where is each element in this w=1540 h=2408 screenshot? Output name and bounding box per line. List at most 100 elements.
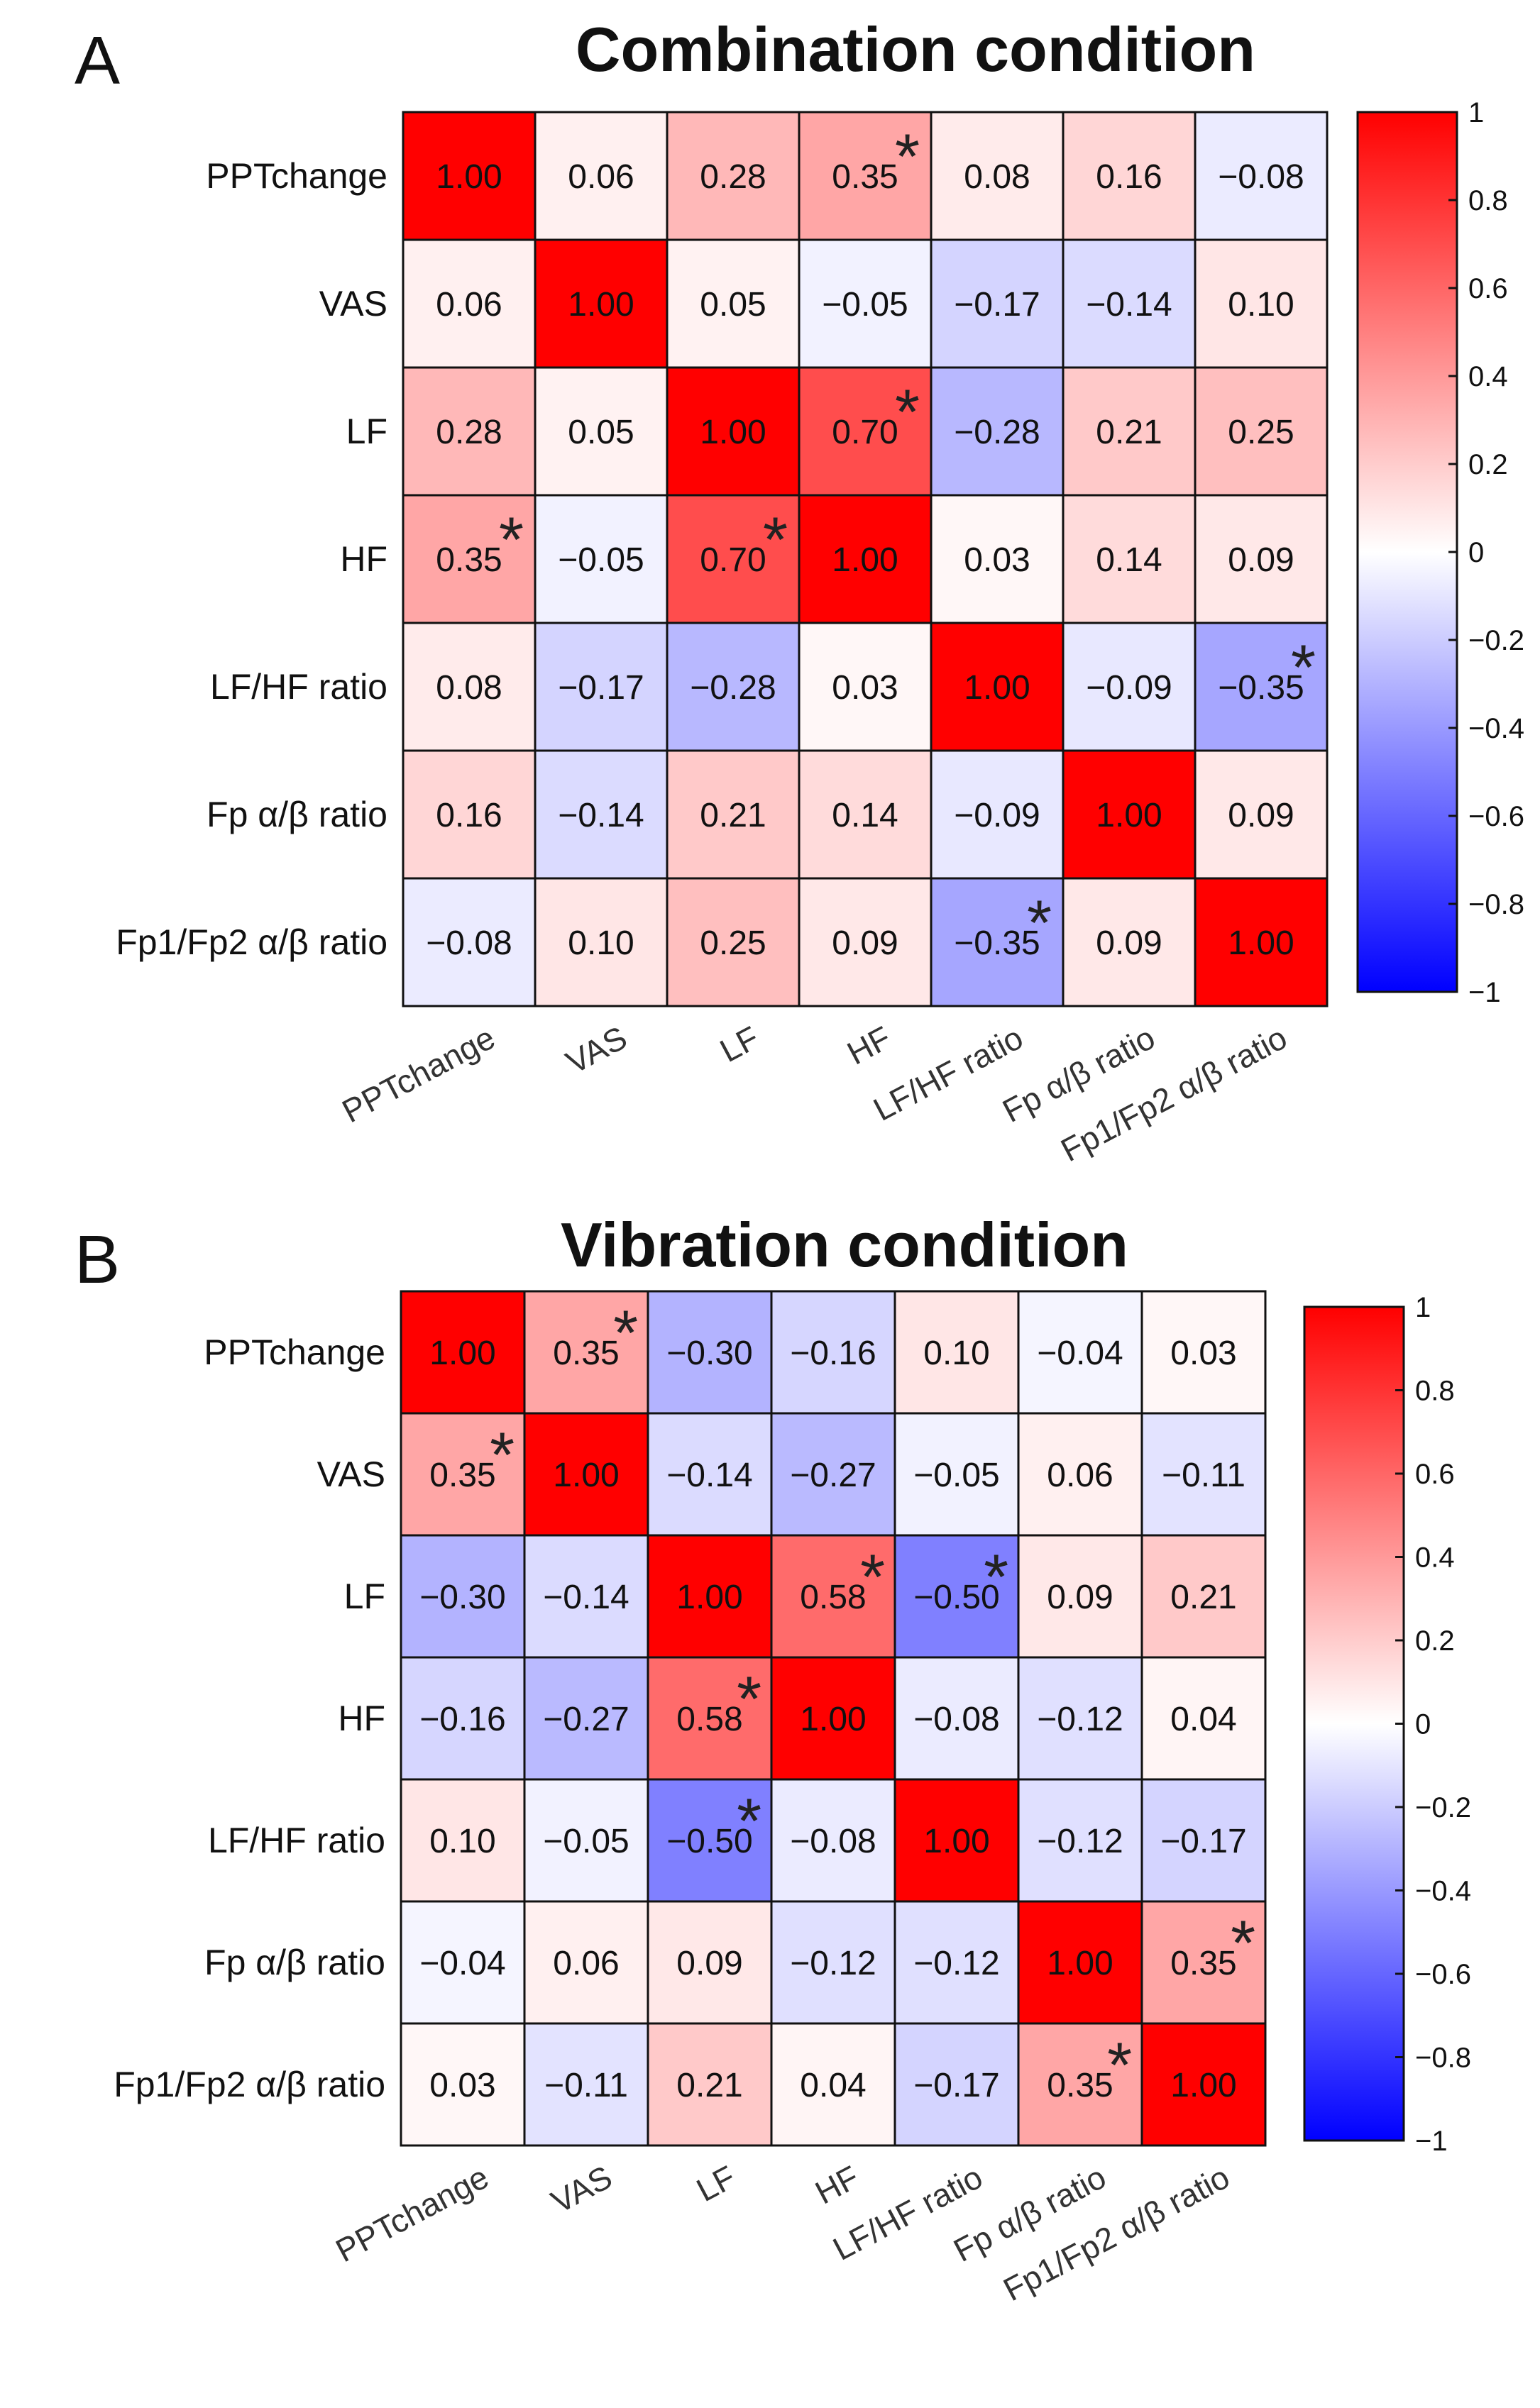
cell-value-label: 0.05 [700,286,766,324]
cell-value-label: 0.10 [429,1823,495,1860]
column-label: HF [841,1019,897,1072]
cell-value-label: 0.25 [1228,414,1294,451]
heatmap-cell [930,877,1065,1007]
colorbar-tick-label: 0 [1468,537,1484,568]
colorbar-tick-label: −1 [1468,977,1501,1008]
significance-star: * [763,505,788,576]
cell-value-label: −0.08 [426,924,512,962]
heatmap-cell [893,1656,1020,1781]
cell-value-label: −0.28 [954,414,1040,451]
heatmap-cell [770,2022,896,2147]
heatmap-cell [770,1412,896,1537]
cell-value-label: 0.21 [676,2067,742,2104]
colorbar-tick-label: 0 [1415,1709,1431,1740]
significance-star: * [499,505,524,576]
cell-value-label: −0.05 [822,286,908,324]
heatmap-cell [400,1778,526,1903]
cell-value-label: −0.05 [543,1823,629,1860]
heatmap-cell [400,1290,526,1415]
row-label: Fp α/β ratio [204,1943,385,1982]
heatmap-cell [893,1412,1020,1537]
heatmap-cell [1017,1656,1143,1781]
heatmap-cell [666,749,801,880]
column-label: PPTchange [330,2158,495,2269]
cell-value-label: 0.58 [676,1701,742,1738]
heatmap-cell [666,877,801,1007]
heatmap-cell [770,1290,896,1415]
cell-value-label: −0.12 [1037,1823,1123,1860]
heatmap-cell [1140,1656,1267,1781]
colorbar-tick-label: 0.2 [1468,449,1508,480]
cell-value-label: −0.17 [913,2067,999,2104]
cell-value-label: 0.25 [700,924,766,962]
cell-value-label: 0.06 [436,286,502,324]
cell-value-label: 0.21 [1096,414,1162,451]
significance-star: * [490,1420,515,1491]
heatmap-cell [930,238,1065,369]
cell-value-label: 0.10 [1228,286,1294,324]
row-label: HF [340,539,387,579]
cell-value-label: −0.05 [913,1457,999,1494]
cell-value-label: 0.06 [553,1945,619,1982]
cell-value-label: −0.35 [954,924,1040,962]
cell-value-label: 0.21 [700,797,766,834]
heatmap-cell [798,749,933,880]
cell-value-label: −0.12 [1037,1701,1123,1738]
row-label: Fp1/Fp2 α/β ratio [116,922,387,962]
chart-title: Combination condition [576,14,1255,84]
significance-star: * [613,1298,638,1369]
cell-value-label: 0.35 [1170,1945,1236,1982]
colorbar-tick-label: 1 [1415,1292,1431,1323]
cell-value-label: 0.14 [1096,541,1162,579]
cell-value-label: 1.00 [568,286,634,324]
column-label: PPTchange [336,1019,501,1130]
cell-value-label: 0.16 [436,797,502,834]
cell-value-label: 1.00 [676,1579,742,1616]
cell-value-label: −0.05 [558,541,644,579]
colorbar-tick-label: −1 [1415,2126,1448,2157]
row-label: PPTchange [206,156,387,196]
cell-value-label: 0.05 [568,414,634,451]
colorbar-tick-label: 0.8 [1415,1376,1455,1407]
cell-value-label: −0.14 [1086,286,1172,324]
heatmap-cell [647,1412,773,1537]
cell-value-label: −0.11 [1162,1457,1245,1494]
cell-value-label: 0.06 [1047,1457,1113,1494]
cell-value-label: 0.03 [964,541,1030,579]
cell-value-label: 1.00 [964,669,1030,707]
colorbar-tick-label: 0.6 [1468,273,1508,304]
heatmap-cell [1140,1534,1267,1659]
heatmap-cell [1017,1534,1143,1659]
cell-value-label: −0.50 [666,1823,752,1860]
cell-value-label: 0.70 [700,541,766,579]
cell-value-label: 1.00 [436,158,502,196]
cell-value-label: −0.17 [954,286,1040,324]
colorbar-tick-label: −0.6 [1415,1959,1471,1990]
cell-value-label: 0.04 [800,2067,866,2104]
cell-value-label: −0.08 [913,1701,999,1738]
heatmap-cell [1140,1900,1267,2025]
cell-value-label: 0.03 [1170,1335,1236,1372]
cell-value-label: 0.70 [832,414,898,451]
column-label: LF [691,2158,742,2209]
heatmap-cell [523,2022,649,2147]
heatmap-cell [1062,494,1197,624]
heatmap-cell [666,111,801,241]
cell-value-label: 1.00 [832,541,898,579]
cell-value-label: 0.28 [700,158,766,196]
cell-value-label: 0.35 [832,158,898,196]
heatmap-cell [1194,238,1329,369]
cell-value-label: −0.16 [419,1701,505,1738]
cell-value-label: −0.11 [544,2067,628,2104]
panel-letter: A [75,23,120,99]
colorbar-tick-label: 0.8 [1468,185,1508,216]
colorbar [1356,111,1458,993]
heatmap-cell [523,1656,649,1781]
row-label: PPTchange [204,1332,385,1372]
cell-value-label: −0.30 [419,1579,505,1616]
row-label: Fp α/β ratio [207,795,387,834]
heatmap-cell [1194,366,1329,497]
column-label: Fp1/Fp2 α/β ratio [997,2158,1235,2308]
cell-value-label: 0.09 [1228,541,1294,579]
cell-value-label: 1.00 [700,414,766,451]
